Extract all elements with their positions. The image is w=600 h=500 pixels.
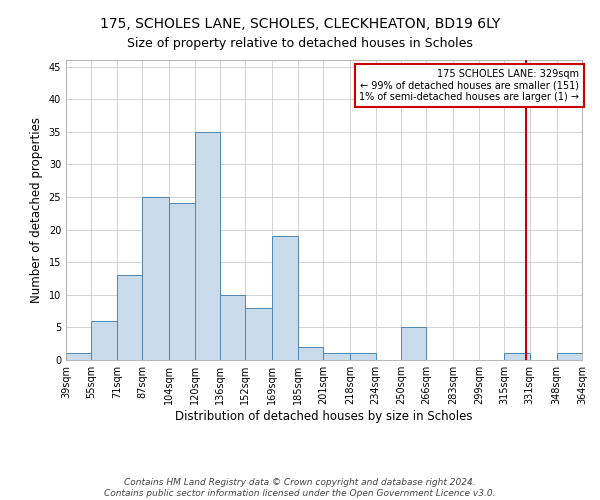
Bar [401,328,427,360]
Bar [272,236,298,360]
Bar [220,295,245,360]
Text: 175, SCHOLES LANE, SCHOLES, CLECKHEATON, BD19 6LY: 175, SCHOLES LANE, SCHOLES, CLECKHEATON,… [100,18,500,32]
Y-axis label: Number of detached properties: Number of detached properties [30,117,43,303]
Bar [323,354,350,360]
Bar [245,308,272,360]
Bar [117,275,142,360]
Text: Size of property relative to detached houses in Scholes: Size of property relative to detached ho… [127,38,473,51]
Text: Contains HM Land Registry data © Crown copyright and database right 2024.
Contai: Contains HM Land Registry data © Crown c… [104,478,496,498]
Bar [298,347,323,360]
Bar [194,132,220,360]
Bar [169,204,194,360]
X-axis label: Distribution of detached houses by size in Scholes: Distribution of detached houses by size … [175,410,473,423]
Bar [350,354,376,360]
Bar [91,321,117,360]
Bar [142,197,169,360]
Bar [557,354,582,360]
Bar [504,354,530,360]
Bar [66,354,91,360]
Text: 175 SCHOLES LANE: 329sqm
← 99% of detached houses are smaller (151)
1% of semi-d: 175 SCHOLES LANE: 329sqm ← 99% of detach… [359,69,580,102]
